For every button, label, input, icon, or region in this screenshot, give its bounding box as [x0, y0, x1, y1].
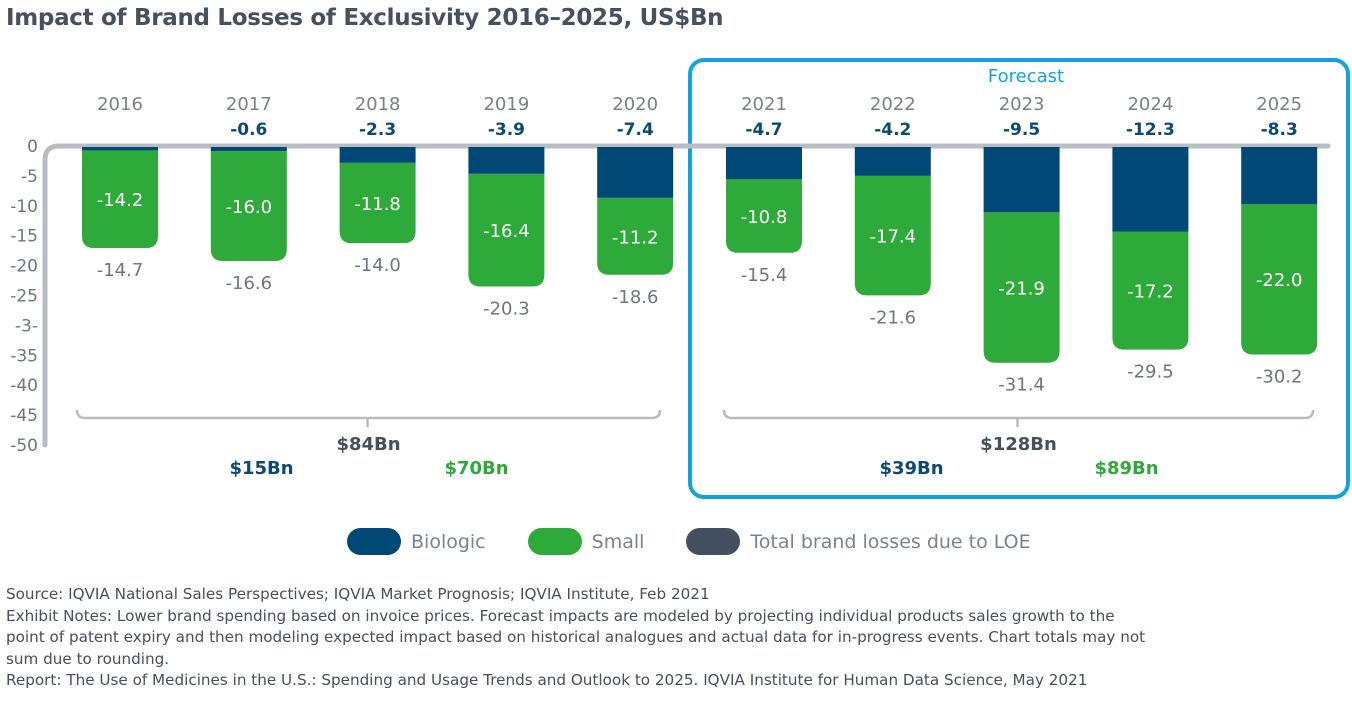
- source-note: Source: IQVIA National Sales Perspective…: [6, 585, 710, 603]
- x-category-label: 2025: [1256, 94, 1302, 115]
- small-value-label: -21.9: [998, 278, 1045, 299]
- legend-swatch-total: [686, 528, 741, 555]
- chart-notes: Source: IQVIA National Sales Perspective…: [6, 584, 1296, 692]
- bar-small-segment: [597, 197, 674, 275]
- small-value-label: -17.2: [1127, 282, 1174, 303]
- x-category-label: 2023: [999, 94, 1045, 115]
- biologic-value-label: -7.4: [617, 120, 654, 140]
- total-value-label: -30.2: [1256, 366, 1303, 387]
- period-small-total-label: $89Bn: [1094, 458, 1158, 479]
- x-category-label: 2022: [870, 94, 916, 115]
- forecast-label: Forecast: [988, 66, 1064, 87]
- bar-biologic-segment: [468, 147, 545, 174]
- period-bracket: [75, 409, 662, 420]
- exhibit-note-line-1: Exhibit Notes: Lower brand spending base…: [6, 606, 1115, 625]
- small-value-label: -16.0: [226, 197, 273, 218]
- total-value-label: -14.0: [354, 255, 401, 276]
- y-tick-label: -5: [21, 167, 38, 187]
- period-total-label: $84Bn: [336, 434, 400, 455]
- y-tick-label: -10: [10, 197, 38, 217]
- small-value-label: -10.8: [741, 207, 788, 228]
- bar-biologic-segment: [983, 147, 1060, 213]
- bar-small-segment: [339, 162, 416, 244]
- y-tick-label: -40: [10, 376, 38, 396]
- stacked-bar-chart: Forecast 0 -5 -10 -15 -20 -25 -3- -35 -40 -45 -50 20…: [10, 58, 1350, 499]
- small-value-label: -14.2: [97, 190, 144, 211]
- forecast-box: [688, 58, 1350, 499]
- biologic-value-label: -4.2: [874, 120, 911, 140]
- biologic-value-label: -9.5: [1003, 120, 1040, 140]
- small-value-label: -17.4: [870, 227, 917, 248]
- biologic-value-label: -8.3: [1261, 120, 1298, 140]
- biologic-value-label: -2.3: [359, 120, 396, 140]
- bar-biologic-segment: [339, 147, 416, 163]
- bar-small-segment: [468, 173, 545, 287]
- total-value-label: -18.6: [612, 287, 659, 308]
- biologic-value-label: -3.9: [488, 120, 525, 140]
- exhibit-note-line-3: sum due to rounding.: [6, 649, 170, 668]
- chart-title: Impact of Brand Losses of Exclusivity 20…: [6, 5, 724, 31]
- x-category-label: 2021: [741, 94, 787, 115]
- period-small-total-label: $70Bn: [444, 458, 508, 479]
- biologic-value-label: -12.3: [1126, 120, 1175, 140]
- total-value-label: -20.3: [483, 298, 530, 319]
- total-value-label: -29.5: [1127, 362, 1174, 383]
- x-category-label: 2018: [355, 94, 401, 115]
- y-tick-label: -3-: [15, 316, 38, 336]
- period-biologic-total-label: $15Bn: [229, 458, 293, 479]
- y-tick-label: -50: [10, 436, 38, 456]
- small-value-label: -16.4: [483, 221, 530, 242]
- legend-item-biologic: Biologic: [347, 528, 486, 555]
- bar-biologic-segment: [726, 147, 802, 180]
- small-value-label: -11.2: [612, 227, 659, 248]
- bar-small-segment: [983, 212, 1060, 363]
- bar-biologic-segment: [1112, 147, 1189, 232]
- period-total-label: $128Bn: [980, 434, 1057, 455]
- bar-biologic-segment: [210, 147, 287, 152]
- biologic-value-label: -4.7: [745, 120, 782, 140]
- legend-swatch-biologic: [347, 528, 401, 555]
- x-category-label: 2019: [483, 94, 529, 115]
- legend-label-biologic: Biologic: [411, 530, 486, 553]
- x-category-label: 2016: [97, 94, 143, 115]
- x-category-label: 2017: [226, 94, 272, 115]
- total-value-label: -31.4: [998, 375, 1045, 396]
- y-tick-label: -45: [10, 406, 38, 426]
- y-tick-label: -20: [10, 257, 38, 277]
- bar-small-segment: [1241, 204, 1318, 355]
- legend-item-total: Total brand losses due to LOE: [686, 528, 1031, 555]
- total-value-label: -14.7: [97, 260, 144, 281]
- x-category-label: 2020: [612, 94, 658, 115]
- period-biologic-total-label: $39Bn: [879, 458, 943, 479]
- total-value-label: -21.6: [870, 307, 917, 328]
- bar-biologic-segment: [854, 147, 931, 176]
- exhibit-note-line-2: point of patent expiry and then modeling…: [6, 628, 1146, 647]
- x-category-label: 2024: [1127, 94, 1173, 115]
- legend-label-small: Small: [591, 530, 645, 553]
- bar-biologic-segment: [1241, 147, 1318, 205]
- biologic-value-label: -0.6: [230, 120, 267, 140]
- legend-item-small: Small: [527, 528, 645, 555]
- y-tick-label: 0: [27, 137, 38, 157]
- report-note: Report: The Use of Medicines in the U.S.…: [6, 671, 1088, 690]
- legend-swatch-small: [527, 528, 582, 555]
- chart-legend: Biologic Small Total brand losses due to…: [347, 528, 1073, 555]
- bar-biologic-segment: [82, 147, 158, 151]
- legend-label-total: Total brand losses due to LOE: [750, 530, 1031, 553]
- bar-small-segment: [854, 175, 931, 296]
- bar-small-segment: [210, 151, 287, 262]
- bar-small-segment: [1112, 231, 1189, 350]
- bar-small-segment: [82, 150, 158, 248]
- y-tick-label: -15: [10, 227, 38, 247]
- bar-small-segment: [726, 179, 802, 253]
- period-bracket: [722, 409, 1315, 420]
- small-value-label: -22.0: [1256, 270, 1303, 291]
- small-value-label: -11.8: [354, 194, 401, 215]
- total-value-label: -15.4: [741, 265, 788, 286]
- bar-biologic-segment: [597, 147, 674, 198]
- total-value-label: -16.6: [226, 273, 273, 294]
- y-tick-label: -25: [10, 287, 38, 307]
- y-axis-line: [42, 143, 1331, 448]
- y-tick-label: -35: [10, 346, 38, 366]
